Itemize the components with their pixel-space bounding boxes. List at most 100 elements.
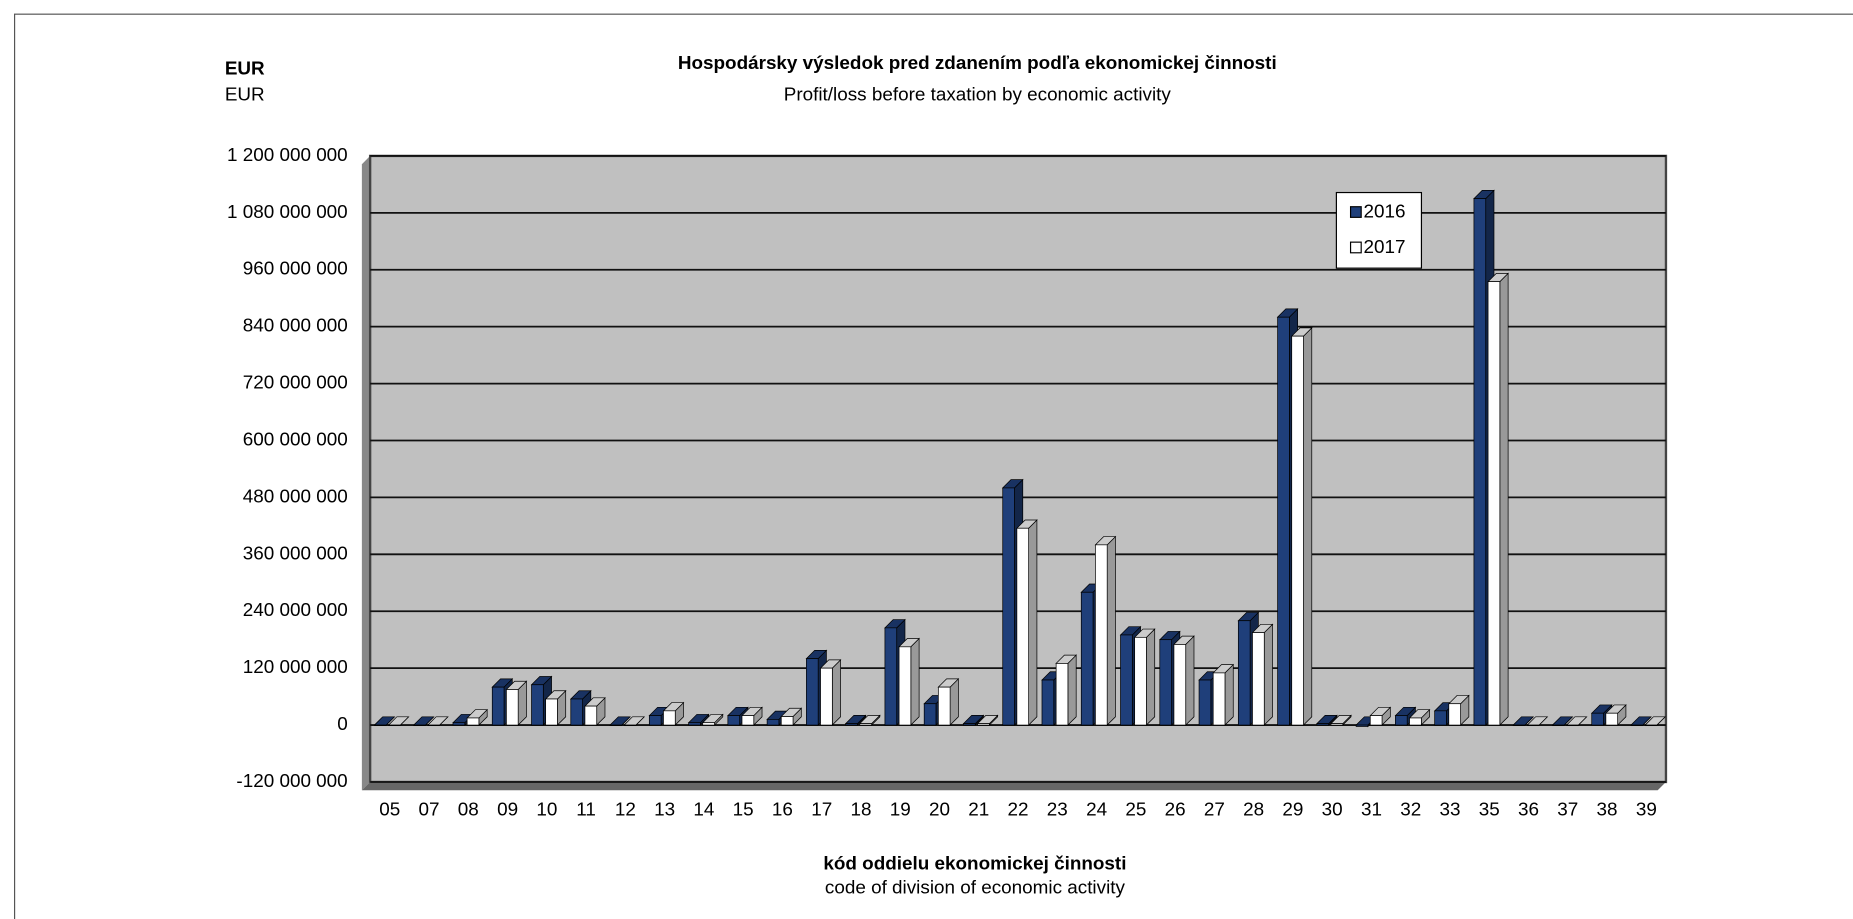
bar-front — [1120, 634, 1133, 726]
x-axis-subtitle: code of division of economic activity — [825, 877, 1126, 898]
bar-front — [898, 646, 912, 726]
legend-swatch — [1349, 241, 1362, 254]
bar — [844, 714, 867, 726]
bar-front — [491, 686, 505, 726]
bar-side — [1499, 272, 1509, 726]
bar — [819, 659, 842, 726]
bar-front — [1198, 679, 1212, 726]
bar-front — [884, 627, 898, 726]
bar — [387, 716, 410, 727]
bar-front — [584, 705, 598, 726]
bar-front — [1644, 724, 1658, 727]
bar — [662, 701, 685, 726]
bar-front — [820, 667, 833, 726]
bar-front — [1095, 544, 1108, 726]
x-tick-label: 15 — [733, 799, 754, 820]
chart-title: Hospodársky výsledok pred zdanením podľa… — [678, 53, 1277, 74]
y-tick-label: 120 000 000 — [243, 657, 348, 678]
x-axis-title: kód oddielu ekonomickej činnosti — [823, 854, 1126, 875]
bar — [1290, 327, 1313, 726]
bar — [858, 714, 881, 726]
bar-front — [1355, 724, 1369, 727]
bar — [1094, 535, 1117, 726]
bar-front — [1526, 724, 1540, 727]
x-tick-label: 28 — [1243, 799, 1264, 820]
x-tick-label: 16 — [772, 799, 793, 820]
legend-label: 2017 — [1364, 237, 1406, 258]
bar — [584, 696, 606, 726]
bar-front — [1630, 724, 1644, 727]
unit-label: EUR — [225, 59, 265, 80]
bar-front — [859, 723, 872, 726]
bar-side — [1185, 635, 1195, 726]
x-tick-label: 35 — [1479, 799, 1500, 820]
bar-front — [1291, 335, 1304, 726]
side-wall — [361, 155, 371, 791]
bar-side — [831, 659, 841, 726]
bar-front — [1252, 632, 1265, 726]
bar — [427, 716, 449, 727]
x-tick-label: 37 — [1557, 799, 1578, 820]
bar-front — [545, 698, 558, 726]
x-tick-label: 20 — [929, 799, 950, 820]
bar — [1512, 716, 1535, 727]
bar — [780, 707, 803, 726]
bar-front — [1316, 723, 1329, 726]
y-tick-label: 960 000 000 — [243, 259, 348, 280]
bar-front — [1369, 715, 1383, 726]
bar — [505, 680, 528, 726]
chart-subtitle: Profit/loss before taxation by economic … — [784, 85, 1172, 106]
bar-front — [570, 698, 583, 726]
bar — [1605, 704, 1627, 726]
bar-front — [963, 723, 976, 726]
bar — [937, 677, 960, 726]
bar — [412, 716, 435, 727]
bar — [1369, 706, 1392, 726]
x-tick-label: 32 — [1400, 799, 1421, 820]
x-tick-label: 12 — [615, 799, 636, 820]
bar-front — [688, 722, 701, 726]
bar-front — [1016, 527, 1029, 726]
bar-front — [648, 715, 662, 726]
bar — [962, 714, 985, 726]
bar-front — [1080, 591, 1094, 726]
bar-front — [663, 710, 676, 726]
bar — [741, 706, 763, 726]
bar-front — [452, 722, 466, 726]
bar — [1212, 663, 1235, 726]
legend-box — [1335, 191, 1423, 269]
bar-front — [623, 724, 637, 727]
bar-front — [702, 722, 715, 726]
legend-swatch — [1349, 206, 1362, 218]
x-tick-label: 10 — [536, 799, 557, 820]
x-tick-label: 27 — [1204, 799, 1225, 820]
bar — [623, 716, 646, 727]
bar-front — [1159, 639, 1172, 726]
bar — [1447, 694, 1470, 726]
bar-side — [1146, 628, 1156, 726]
bar — [609, 716, 631, 727]
bar — [898, 637, 920, 726]
bar-front — [1512, 724, 1526, 727]
bar — [1487, 272, 1509, 726]
bar — [1630, 716, 1652, 727]
bar-front — [466, 717, 480, 726]
bar — [1133, 628, 1156, 726]
x-tick-label: 18 — [850, 799, 871, 820]
y-tick-label: 840 000 000 — [243, 316, 348, 337]
bar — [1644, 716, 1667, 727]
bar-front — [1237, 620, 1251, 726]
x-tick-label: 08 — [458, 799, 479, 820]
x-tick-label: 05 — [379, 799, 400, 820]
bar-front — [923, 703, 937, 726]
y-tick-label: 0 — [337, 714, 348, 735]
bar-front — [1552, 724, 1565, 727]
bar-front — [1134, 636, 1147, 726]
bar — [544, 689, 567, 726]
bar-front — [766, 719, 780, 726]
x-tick-label: 25 — [1125, 799, 1146, 820]
x-tick-label: 38 — [1597, 799, 1618, 820]
bar-front — [1448, 703, 1461, 726]
bar-front — [374, 724, 387, 727]
